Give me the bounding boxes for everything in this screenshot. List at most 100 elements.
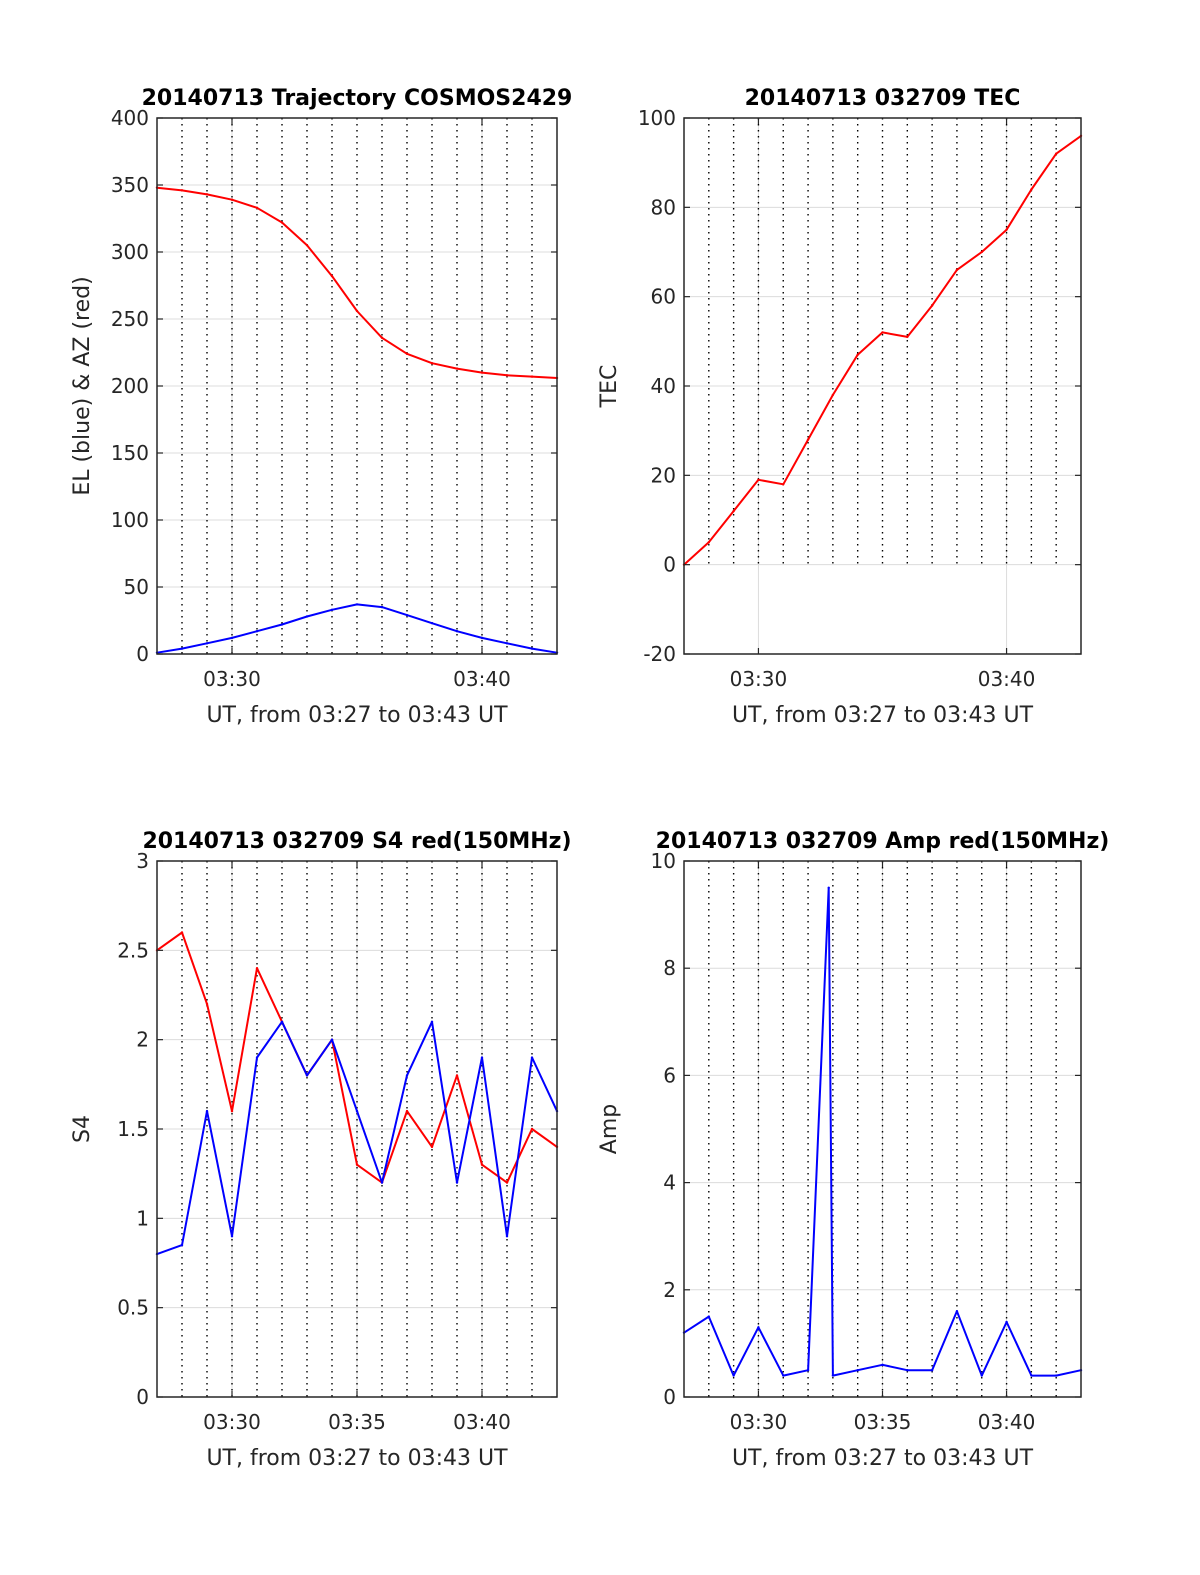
data-point xyxy=(380,605,384,609)
data-point xyxy=(230,1109,234,1113)
y-tick-label: 2 xyxy=(136,1028,149,1052)
data-point xyxy=(1005,1320,1008,1324)
data-point xyxy=(906,335,909,339)
data-point xyxy=(806,438,810,441)
data-point xyxy=(330,274,334,278)
x-tick-label: 03:30 xyxy=(730,1410,788,1434)
y-axis-label: TEC xyxy=(597,365,622,409)
x-axis-label: UT, from 03:27 to 03:43 UT xyxy=(732,703,1034,728)
data-point xyxy=(881,331,884,334)
chart-title: 20140713 032709 TEC xyxy=(745,86,1021,111)
data-point xyxy=(480,371,484,374)
data-point xyxy=(732,509,735,513)
data-point xyxy=(480,1163,484,1166)
data-point xyxy=(1005,228,1008,231)
data-point xyxy=(980,250,983,254)
data-point xyxy=(255,967,259,970)
data-point xyxy=(305,1074,309,1077)
x-tick-label: 03:40 xyxy=(453,1410,511,1434)
y-tick-label: 10 xyxy=(651,849,676,873)
y-tick-label: 0.5 xyxy=(117,1296,149,1320)
y-tick-label: 350 xyxy=(111,173,149,197)
y-tick-label: 0 xyxy=(136,1385,149,1409)
data-point xyxy=(505,374,509,377)
x-tick-label: 03:30 xyxy=(730,667,788,691)
y-tick-label: 100 xyxy=(638,106,676,130)
x-tick-label: 03:40 xyxy=(978,1410,1036,1434)
data-point xyxy=(1054,1374,1058,1377)
chart-title: 20140713 Trajectory COSMOS2429 xyxy=(142,86,573,111)
data-point xyxy=(205,1109,209,1113)
data-point xyxy=(455,630,459,633)
data-point xyxy=(380,336,384,339)
x-tick-label: 03:40 xyxy=(453,667,511,691)
y-axis-label: EL (blue) & AZ (red) xyxy=(70,276,95,495)
x-tick-label: 03:35 xyxy=(854,1410,912,1434)
chart-title: 20140713 032709 Amp red(150MHz) xyxy=(656,829,1110,854)
data-point xyxy=(355,309,359,313)
y-tick-label: 2 xyxy=(663,1278,676,1302)
data-point xyxy=(1030,188,1033,191)
series-line-1 xyxy=(683,886,1082,1377)
data-point xyxy=(480,1056,484,1059)
data-point xyxy=(856,353,859,356)
data-point xyxy=(355,1163,359,1166)
x-tick-label: 03:30 xyxy=(203,1410,261,1434)
chart-tec: -20 0 20 40 60 80 100 03:30 03:40 20140713 032709… xyxy=(597,86,1083,728)
data-point xyxy=(1030,1374,1033,1377)
data-point xyxy=(505,1235,509,1238)
y-tick-label: 80 xyxy=(651,195,676,219)
data-point xyxy=(255,1056,259,1059)
y-tick-label: -20 xyxy=(643,642,676,666)
data-point xyxy=(280,221,284,224)
y-tick-label: 400 xyxy=(111,106,149,130)
chart-trajectory: 0 50 100 150 200 250 300 350 400 03:30 03:40 201407… xyxy=(70,86,572,728)
data-point xyxy=(831,393,835,397)
data-point xyxy=(405,352,409,356)
data-point xyxy=(455,1181,459,1184)
y-tick-label: 8 xyxy=(663,956,676,980)
y-tick-label: 4 xyxy=(663,1171,676,1195)
y-tick-label: 1 xyxy=(136,1206,149,1230)
data-point xyxy=(530,647,534,650)
y-tick-label: 200 xyxy=(111,374,149,398)
y-tick-label: 0 xyxy=(663,553,676,577)
data-point xyxy=(430,1020,434,1023)
y-tick-label: 3 xyxy=(136,849,149,873)
data-point xyxy=(806,1369,810,1372)
data-point xyxy=(707,541,711,544)
y-tick-label: 50 xyxy=(124,575,149,599)
data-point xyxy=(707,1315,711,1318)
data-point xyxy=(405,1109,409,1113)
y-tick-label: 60 xyxy=(651,285,676,309)
data-point xyxy=(430,362,434,365)
data-point xyxy=(530,1127,534,1131)
x-axis-label: UT, from 03:27 to 03:43 UT xyxy=(206,703,508,728)
y-tick-label: 250 xyxy=(111,307,149,331)
data-point xyxy=(280,623,284,626)
y-tick-label: 300 xyxy=(111,240,149,264)
data-point xyxy=(530,375,534,378)
data-point xyxy=(180,189,184,192)
data-point xyxy=(980,1374,983,1377)
data-point xyxy=(180,1243,184,1247)
data-point xyxy=(757,478,760,481)
x-tick-label: 03:30 xyxy=(203,667,261,691)
y-tick-label: 100 xyxy=(111,508,149,532)
data-point xyxy=(280,1020,284,1023)
data-point xyxy=(782,483,785,486)
data-point xyxy=(205,193,209,196)
data-point xyxy=(230,198,234,201)
data-point xyxy=(827,886,830,889)
data-point xyxy=(330,608,334,611)
y-tick-label: 1.5 xyxy=(117,1117,149,1141)
x-tick-label: 03:40 xyxy=(978,667,1036,691)
y-axis-label: Amp xyxy=(597,1104,622,1154)
data-point xyxy=(782,1374,785,1377)
y-axis-label: S4 xyxy=(70,1115,95,1143)
x-axis-label: UT, from 03:27 to 03:43 UT xyxy=(206,1446,508,1471)
data-point xyxy=(955,1310,959,1313)
data-point xyxy=(180,931,184,934)
y-tick-label: 0 xyxy=(136,642,149,666)
